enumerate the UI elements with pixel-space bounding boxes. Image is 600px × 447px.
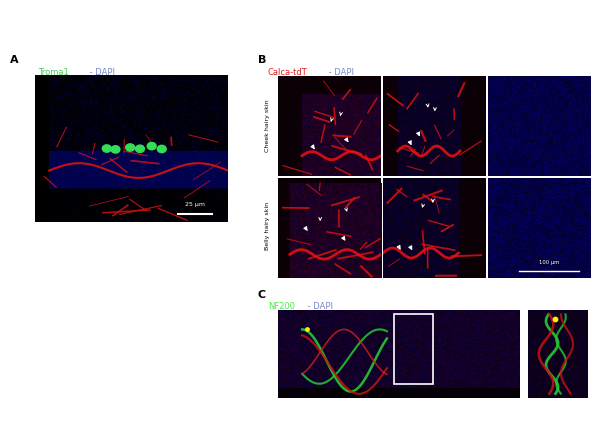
Circle shape [111,146,120,153]
Text: NF200: NF200 [268,302,295,311]
Point [550,315,560,322]
Text: Troma1: Troma1 [38,68,69,77]
Text: Cheek hairy skin: Cheek hairy skin [265,100,271,152]
Circle shape [147,143,156,150]
Text: Belly hairy skin: Belly hairy skin [265,202,271,250]
Text: C: C [258,290,266,300]
Circle shape [103,145,111,152]
Text: B: B [258,55,266,65]
Text: - DAPI: - DAPI [326,68,354,77]
Text: 25 μm: 25 μm [185,202,205,207]
Text: Calca-tdT: Calca-tdT [268,68,308,77]
Text: - DAPI: - DAPI [87,68,115,77]
Circle shape [126,144,134,151]
Point [302,326,312,333]
Text: 100 μm: 100 μm [539,260,559,265]
Circle shape [157,145,166,152]
Bar [394,314,433,384]
Text: - DAPI: - DAPI [305,302,333,311]
Circle shape [136,145,145,152]
Text: A: A [10,55,19,65]
